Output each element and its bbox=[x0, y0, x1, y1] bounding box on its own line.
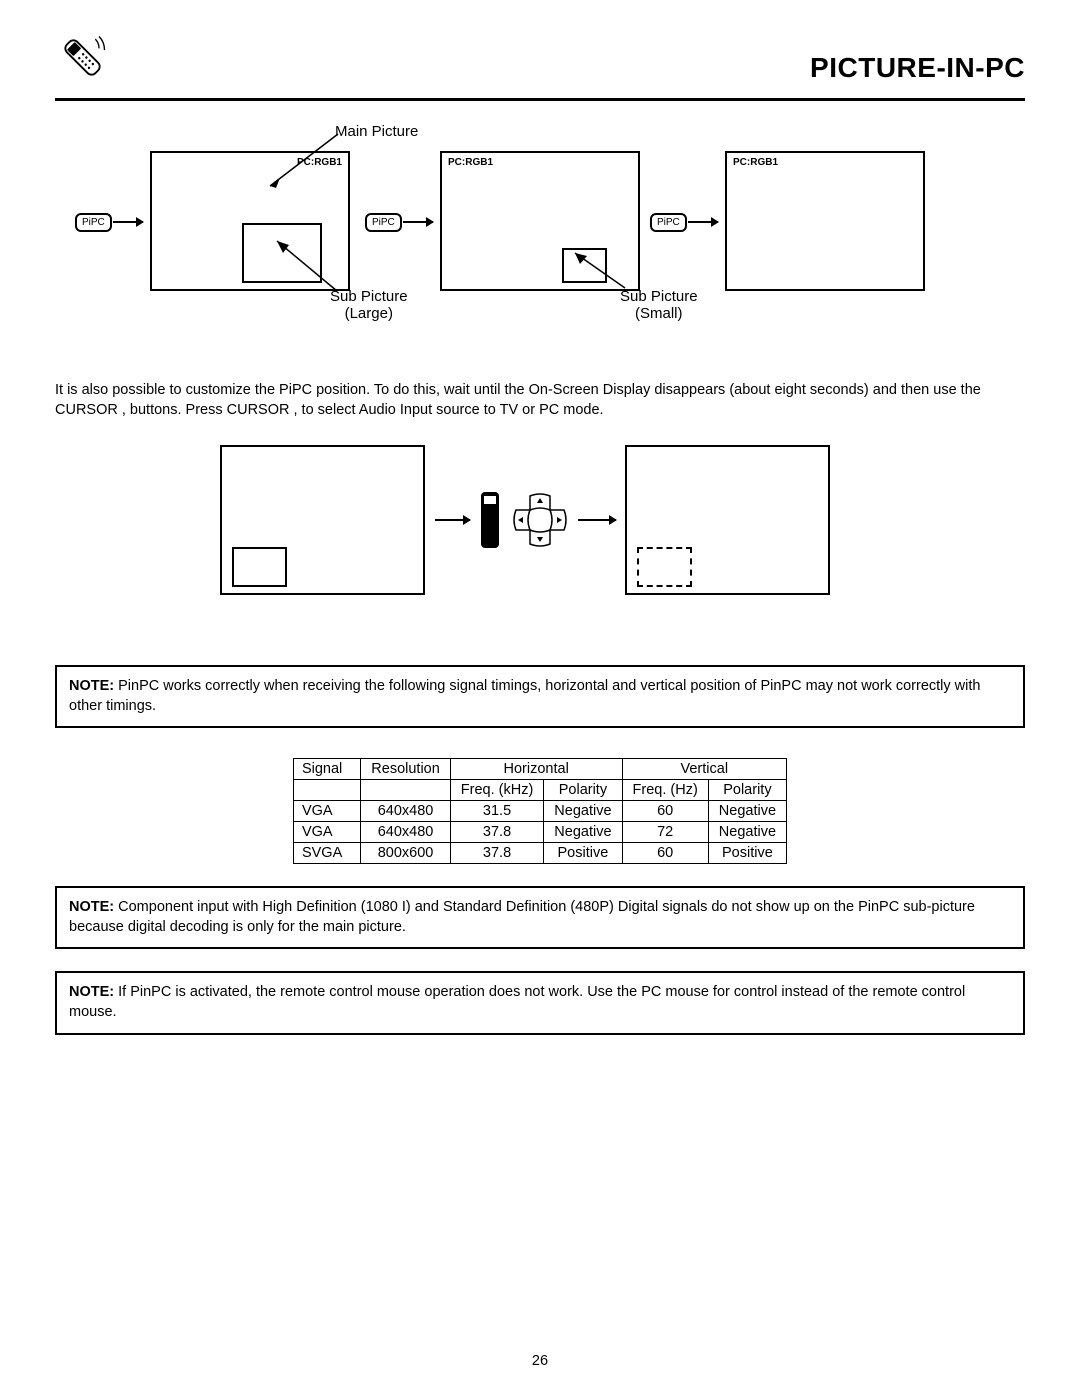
col-polarity-v: Polarity bbox=[708, 780, 786, 801]
sub-picture-moved bbox=[637, 547, 692, 587]
arrow-icon bbox=[403, 221, 433, 223]
screen-before bbox=[220, 445, 425, 595]
table-row: Freq. (kHz) Polarity Freq. (Hz) Polarity bbox=[293, 780, 786, 801]
cell: 60 bbox=[622, 843, 708, 864]
pipc-button-2: PiPC bbox=[365, 213, 402, 232]
cell: 37.8 bbox=[450, 822, 544, 843]
arrow-icon bbox=[113, 221, 143, 223]
cell: SVGA bbox=[293, 843, 360, 864]
text: (Large) bbox=[345, 305, 393, 322]
cell bbox=[293, 780, 360, 801]
cell: 37.8 bbox=[450, 843, 544, 864]
note-box-2: NOTE: Component input with High Definiti… bbox=[55, 886, 1025, 949]
arrow-icon bbox=[688, 221, 718, 223]
main-picture-label: Main Picture bbox=[335, 123, 418, 140]
sub-large-label: Sub Picture (Large) bbox=[330, 288, 408, 322]
col-resolution: Resolution bbox=[361, 759, 451, 780]
page-title: PICTURE-IN-PC bbox=[810, 52, 1025, 84]
col-freq-hz: Freq. (Hz) bbox=[622, 780, 708, 801]
cell: 60 bbox=[622, 801, 708, 822]
col-signal: Signal bbox=[293, 759, 360, 780]
table-row: VGA 640x480 31.5 Negative 60 Negative bbox=[293, 801, 786, 822]
cell: VGA bbox=[293, 801, 360, 822]
text: Sub Picture bbox=[620, 288, 698, 305]
table-row: Signal Resolution Horizontal Vertical bbox=[293, 759, 786, 780]
cell: Negative bbox=[708, 801, 786, 822]
col-horizontal: Horizontal bbox=[450, 759, 622, 780]
pc-label: PC:RGB1 bbox=[733, 157, 778, 168]
pipc-button-3: PiPC bbox=[650, 213, 687, 232]
text: Sub Picture bbox=[330, 288, 408, 305]
dpad-icon bbox=[510, 490, 570, 553]
text: (Small) bbox=[635, 305, 683, 322]
col-polarity-h: Polarity bbox=[544, 780, 622, 801]
sub-small-label: Sub Picture (Small) bbox=[620, 288, 698, 322]
leader-line-icon bbox=[575, 253, 635, 293]
diagram-position-move bbox=[220, 445, 860, 615]
cell: 800x600 bbox=[361, 843, 451, 864]
page-number: 26 bbox=[532, 1353, 548, 1369]
sub-picture-before bbox=[232, 547, 287, 587]
cell: Negative bbox=[544, 801, 622, 822]
note-box-3: NOTE: If PinPC is activated, the remote … bbox=[55, 971, 1025, 1034]
table-row: SVGA 800x600 37.8 Positive 60 Positive bbox=[293, 843, 786, 864]
leader-line-icon bbox=[270, 134, 350, 189]
cell bbox=[361, 780, 451, 801]
signal-timing-table: Signal Resolution Horizontal Vertical Fr… bbox=[293, 758, 787, 864]
arrow-icon bbox=[435, 519, 470, 521]
note-box-1: NOTE: PinPC works correctly when receivi… bbox=[55, 665, 1025, 728]
cell: 640x480 bbox=[361, 801, 451, 822]
note-text: Component input with High Definition (10… bbox=[69, 899, 975, 935]
screen-3: PC:RGB1 bbox=[725, 151, 925, 291]
cell: 72 bbox=[622, 822, 708, 843]
cell: Positive bbox=[544, 843, 622, 864]
remote-icon bbox=[55, 30, 110, 88]
col-freq-khz: Freq. (kHz) bbox=[450, 780, 544, 801]
pipc-button-1: PiPC bbox=[75, 213, 112, 232]
cell: 31.5 bbox=[450, 801, 544, 822]
page-header: PICTURE-IN-PC bbox=[55, 30, 1025, 88]
arrow-icon bbox=[578, 519, 616, 521]
note-label: NOTE: bbox=[69, 899, 114, 915]
cell: Positive bbox=[708, 843, 786, 864]
note-text: PinPC works correctly when receiving the… bbox=[69, 678, 980, 714]
cell: Negative bbox=[544, 822, 622, 843]
note-text: If PinPC is activated, the remote contro… bbox=[69, 984, 965, 1020]
diagram-pipc-sequence: PiPC PC:RGB1 Main Picture Sub Picture (L… bbox=[75, 131, 1025, 361]
remote-mini-icon bbox=[475, 490, 505, 553]
col-vertical: Vertical bbox=[622, 759, 786, 780]
note-label: NOTE: bbox=[69, 984, 114, 1000]
header-rule bbox=[55, 98, 1025, 101]
cell: Negative bbox=[708, 822, 786, 843]
cell: 640x480 bbox=[361, 822, 451, 843]
pc-label: PC:RGB1 bbox=[448, 157, 493, 168]
table-row: VGA 640x480 37.8 Negative 72 Negative bbox=[293, 822, 786, 843]
instruction-paragraph: It is also possible to customize the PiP… bbox=[55, 381, 1025, 420]
screen-after bbox=[625, 445, 830, 595]
cell: VGA bbox=[293, 822, 360, 843]
note-label: NOTE: bbox=[69, 678, 114, 694]
